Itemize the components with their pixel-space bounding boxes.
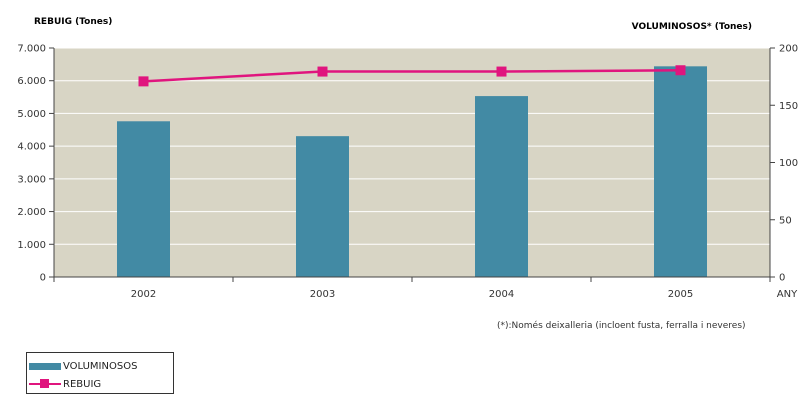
left-tick-label: 4.000 <box>17 142 46 153</box>
series-line <box>143 68 681 83</box>
legend: VOLUMINOSOS REBUIG <box>26 352 174 394</box>
legend-item-voluminosos: VOLUMINOSOS <box>29 359 137 373</box>
line-marker <box>496 66 507 77</box>
line-series-rebuig <box>138 65 686 87</box>
legend-swatch-line <box>29 378 61 390</box>
left-tick-label: 1.000 <box>17 240 46 251</box>
legend-label-rebuig: REBUIG <box>63 378 102 390</box>
left-tick-label: 3.000 <box>17 174 46 185</box>
bar-series-voluminosos <box>117 66 707 277</box>
x-axis-title: ANY <box>777 289 798 300</box>
right-axis-ticks: 0 50 100 150 200 <box>770 44 798 284</box>
bar <box>117 121 170 277</box>
right-tick-label: 100 <box>779 158 798 169</box>
line-marker <box>138 76 149 87</box>
left-axis-ticks: 0 1.000 2.000 3.000 4.000 5.000 6.000 7.000 <box>17 44 54 284</box>
right-axis-title: VOLUMINOSOS* (Tones) <box>632 22 752 32</box>
bar <box>475 96 528 277</box>
legend-label-voluminosos: VOLUMINOSOS <box>63 360 138 372</box>
x-tick-label: 2002 <box>131 289 156 300</box>
x-axis-ticks: 2002 2003 2004 2005 <box>53 277 771 300</box>
left-tick-label: 5.000 <box>17 109 46 120</box>
grid-lines <box>54 47 770 245</box>
bar <box>296 136 349 277</box>
legend-item-rebuig: REBUIG <box>29 377 101 391</box>
line-marker <box>317 66 328 77</box>
x-tick-label: 2004 <box>489 289 514 300</box>
footnote: (*):Només deixalleria (incloent fusta, f… <box>497 321 746 331</box>
x-tick-label: 2005 <box>668 289 693 300</box>
left-tick-label: 7.000 <box>17 44 46 55</box>
bar <box>654 66 707 277</box>
legend-swatch-bar <box>29 362 61 370</box>
right-tick-label: 150 <box>779 101 798 112</box>
right-tick-label: 50 <box>779 215 792 226</box>
line-marker <box>675 65 686 76</box>
left-tick-label: 0 <box>40 273 46 284</box>
left-tick-label: 2.000 <box>17 207 46 218</box>
left-axis-title: REBUIG (Tones) <box>34 17 112 27</box>
plot-area <box>54 48 770 277</box>
left-tick-label: 6.000 <box>17 76 46 87</box>
right-tick-label: 200 <box>779 44 798 55</box>
right-tick-label: 0 <box>779 273 785 284</box>
x-tick-label: 2003 <box>310 289 335 300</box>
